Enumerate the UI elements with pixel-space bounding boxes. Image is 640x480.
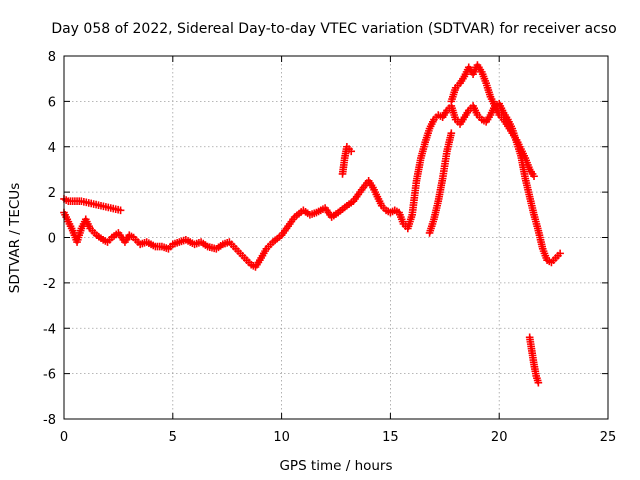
x-axis-label: GPS time / hours — [279, 458, 392, 474]
y-tick-label: 2 — [48, 186, 56, 201]
data-point — [556, 249, 564, 258]
x-tick-label: 0 — [60, 430, 68, 445]
y-tick-label: -4 — [43, 322, 56, 337]
grid — [64, 56, 608, 419]
x-tick-label: 5 — [169, 430, 177, 445]
x-tick-label: 20 — [491, 430, 508, 445]
data-point — [530, 172, 538, 181]
y-tick-label: -8 — [43, 413, 56, 428]
data-point — [534, 378, 543, 387]
y-tick-label: 4 — [48, 141, 56, 156]
y-tick-label: -2 — [43, 277, 56, 292]
y-axis-label: SDTVAR / TECUs — [7, 183, 23, 293]
y-tick-label: 6 — [48, 95, 56, 110]
data-point — [347, 147, 356, 156]
x-tick-label: 25 — [600, 430, 617, 445]
data-point — [447, 129, 456, 137]
x-tick-label: 10 — [273, 430, 290, 445]
x-tick-label: 15 — [382, 430, 399, 445]
data-point — [116, 206, 125, 215]
y-tick-label: 0 — [48, 232, 56, 247]
y-tick-label: 8 — [48, 50, 56, 65]
axis-ticks: 0 5 10 15 20 25 -8 -6 -4 -2 0 2 4 6 8 — [43, 50, 616, 445]
y-tick-label: -6 — [43, 368, 56, 383]
chart-title: Day 058 of 2022, Sidereal Day-to-day VTE… — [51, 21, 616, 37]
data-points — [60, 61, 564, 387]
